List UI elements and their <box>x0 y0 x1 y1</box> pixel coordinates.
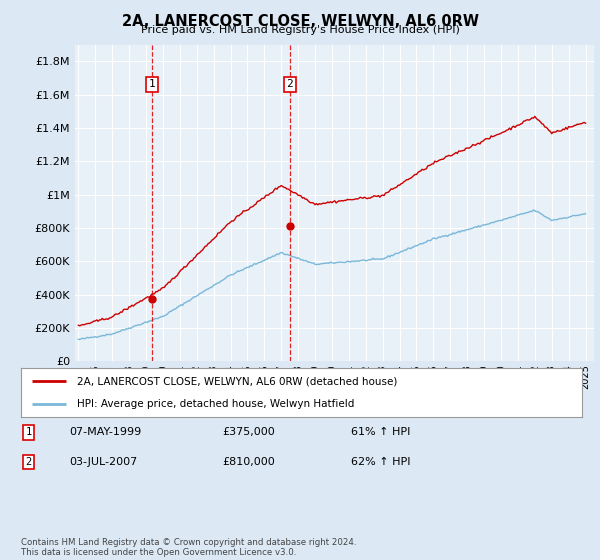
Text: 62% ↑ HPI: 62% ↑ HPI <box>351 457 410 467</box>
Text: 2: 2 <box>26 457 32 467</box>
Text: 61% ↑ HPI: 61% ↑ HPI <box>351 427 410 437</box>
Text: £375,000: £375,000 <box>222 427 275 437</box>
Text: Contains HM Land Registry data © Crown copyright and database right 2024.
This d: Contains HM Land Registry data © Crown c… <box>21 538 356 557</box>
Text: 1: 1 <box>26 427 32 437</box>
Text: Price paid vs. HM Land Registry's House Price Index (HPI): Price paid vs. HM Land Registry's House … <box>140 25 460 35</box>
Text: 2A, LANERCOST CLOSE, WELWYN, AL6 0RW (detached house): 2A, LANERCOST CLOSE, WELWYN, AL6 0RW (de… <box>77 376 397 386</box>
Text: 2: 2 <box>286 80 293 90</box>
Text: HPI: Average price, detached house, Welwyn Hatfield: HPI: Average price, detached house, Welw… <box>77 399 355 409</box>
Text: £810,000: £810,000 <box>222 457 275 467</box>
Text: 07-MAY-1999: 07-MAY-1999 <box>69 427 141 437</box>
Text: 2A, LANERCOST CLOSE, WELWYN, AL6 0RW: 2A, LANERCOST CLOSE, WELWYN, AL6 0RW <box>121 14 479 29</box>
Text: 1: 1 <box>149 80 155 90</box>
Text: 03-JUL-2007: 03-JUL-2007 <box>69 457 137 467</box>
